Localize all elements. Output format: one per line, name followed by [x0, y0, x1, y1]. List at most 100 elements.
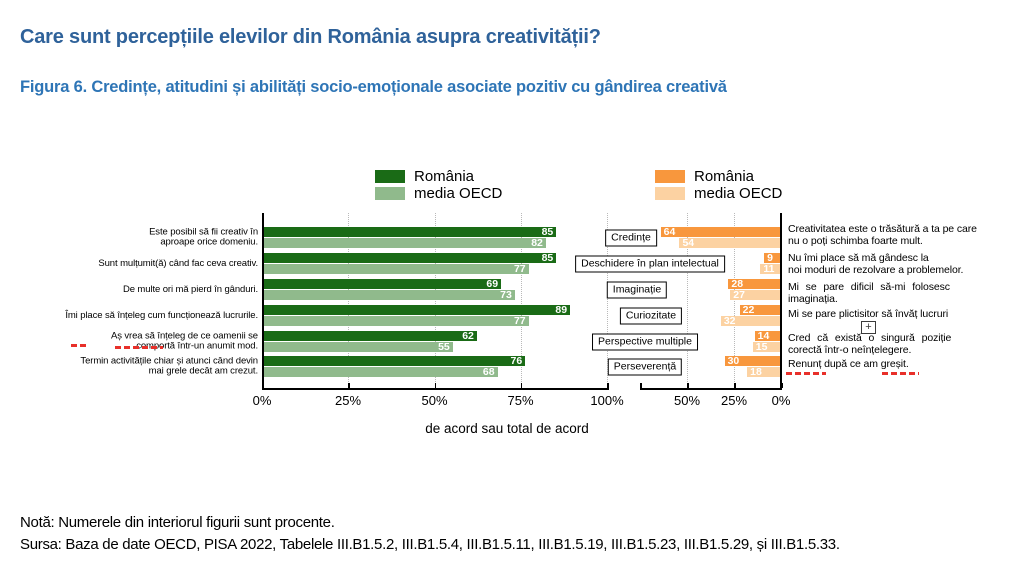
- bar-romania-left: 69: [263, 277, 502, 290]
- spellcheck-underline-mark: [115, 345, 163, 349]
- tick-label: 50%: [421, 393, 448, 408]
- bar-value: 32: [723, 314, 736, 327]
- statement-label-line: comportă într-un anumit mod.: [136, 340, 258, 352]
- expand-plus-icon[interactable]: +: [861, 321, 876, 334]
- tick-mark: [640, 383, 642, 388]
- bar-oecd-right: 15: [752, 340, 781, 353]
- x-axis-label: de acord sau total de acord: [425, 421, 589, 436]
- statement-label-line: Este posibil să fii creativ în: [149, 226, 258, 237]
- bar-value: 73: [500, 288, 512, 301]
- bar-romania-left: 85: [263, 226, 557, 237]
- annotation-line: imaginația.: [788, 292, 838, 305]
- bar-value: 64: [663, 225, 676, 238]
- statement-label-left: Îmi place să înțeleg cum funcționează lu…: [65, 310, 258, 321]
- bar-romania-right: 9: [764, 252, 781, 263]
- bar-romania-right: 30: [724, 355, 781, 366]
- annotation-line: nu o poți schimba foarte mult.: [788, 234, 923, 247]
- legend-swatch-icon: [375, 187, 405, 200]
- tick-mark: [607, 383, 609, 388]
- right-axis-line: [640, 388, 782, 390]
- category-box: Perspective multiple: [592, 333, 698, 350]
- legend-left: România media OECD: [375, 168, 503, 204]
- grid-line: [734, 213, 735, 388]
- tick-mark: [262, 383, 264, 388]
- tick-mark: [348, 383, 350, 388]
- bar-value: 85: [541, 251, 554, 264]
- tick-label: 50%: [673, 393, 701, 408]
- statement-annotation-right: Mi se pare plictisitor să învăț lucruri: [788, 308, 1020, 321]
- bar-oecd-left: 68: [263, 365, 498, 378]
- right-panel-border: [780, 213, 782, 390]
- bar-value: 11: [763, 262, 775, 275]
- statement-label-left: De multe ori mă pierd în gânduri.: [123, 284, 258, 295]
- annotation-line: Nu îmi place să mă gândesc la: [788, 252, 929, 264]
- figure-caption: Figura 6. Credințe, atitudini și abilită…: [20, 78, 727, 96]
- statement-label-left: Aș vrea să înțeleg de ce oamenii se compo…: [110, 330, 258, 352]
- bar-romania-right: 14: [754, 329, 781, 342]
- statement-label-line: Îmi place să înțeleg cum funcționează lu…: [65, 309, 258, 321]
- tick-label: 100%: [590, 393, 624, 408]
- spellcheck-underline-mark: [71, 344, 89, 347]
- figure-source: Sursa: Baza de date OECD, PISA 2022, Tab…: [20, 536, 840, 553]
- bar-oecd-left: 77: [263, 314, 529, 327]
- bar-value: 82: [531, 236, 543, 249]
- statement-label-left: Termin activitățile chiar și atunci când…: [80, 355, 258, 377]
- statement-label-line: Aș vrea să înțeleg de ce oamenii se: [110, 330, 258, 341]
- bar-value: 69: [486, 277, 499, 290]
- bar-value: 14: [757, 329, 770, 342]
- statement-label-line: De multe ori mă pierd în gânduri.: [122, 283, 258, 295]
- bar-value: 62: [462, 329, 474, 342]
- statement-annotation-right: Mi se pare dificil să-mi folosesc imagina…: [788, 281, 1020, 305]
- grid-line: [607, 213, 608, 388]
- tick-mark: [781, 383, 783, 388]
- annotation-line: corectă într-o neînțelegere.: [788, 343, 912, 356]
- tick-label: 25%: [720, 393, 748, 408]
- legend-swatch-icon: [375, 170, 405, 183]
- legend-label: media OECD: [414, 185, 503, 202]
- statement-label-line: Termin activitățile chiar și atunci când…: [80, 355, 258, 366]
- legend-label: România: [694, 168, 755, 185]
- legend-swatch-icon: [655, 187, 685, 200]
- bar-value: 15: [755, 340, 768, 353]
- bar-oecd-left: 77: [263, 263, 529, 274]
- bar-value: 55: [438, 340, 450, 353]
- statement-annotation-right: Renunț după ce am greșit.: [788, 358, 1020, 371]
- bar-value: 54: [682, 236, 695, 249]
- tick-mark: [687, 383, 689, 388]
- bar-romania-right: 28: [728, 277, 781, 290]
- grid-line: [348, 213, 349, 388]
- bar-value: 68: [482, 365, 495, 378]
- annotation-line: Creativitatea este o trăsătură a ta pe c…: [788, 223, 977, 235]
- tick-mark: [434, 383, 436, 388]
- bar-value: 18: [750, 365, 762, 378]
- bar-romania-left: 62: [263, 329, 477, 342]
- statement-label-line: aproape orice domeniu.: [160, 236, 258, 248]
- bar-value: 89: [555, 303, 568, 316]
- bar-value: 28: [731, 277, 744, 290]
- bar-oecd-right: 32: [720, 314, 781, 327]
- bar-value: 77: [513, 314, 526, 327]
- bar-oecd-right: 54: [679, 236, 781, 249]
- legend-row: România: [375, 168, 502, 185]
- category-box: Curiozitate: [619, 307, 683, 324]
- bar-value: 27: [733, 288, 745, 301]
- tick-label: 0%: [771, 393, 791, 408]
- bar-value: 76: [510, 354, 523, 367]
- bar-oecd-right: 18: [747, 365, 781, 378]
- bar-romania-right: 22: [739, 303, 781, 316]
- page-title: Care sunt percepțiile elevilor din Român…: [20, 26, 601, 48]
- tick-mark: [520, 383, 522, 388]
- annotation-line: Cred că există o singură poziție: [788, 332, 952, 344]
- legend-label: România: [414, 168, 475, 185]
- bar-oecd-left: 73: [263, 288, 515, 301]
- figure-note: Notă: Numerele din interiorul figurii su…: [20, 514, 335, 531]
- bar-oecd-right: 11: [760, 262, 781, 275]
- tick-label: 25%: [334, 393, 362, 408]
- bar-value: 22: [742, 303, 755, 316]
- legend-row: media OECD: [655, 186, 782, 201]
- annotation-line: Renunț după ce am greșit.: [788, 358, 909, 370]
- legend-row: România: [655, 168, 782, 185]
- statement-label-left: Este posibil să fii creativ în aproape or…: [149, 226, 258, 248]
- tick-mark: [734, 383, 736, 388]
- category-box: Deschidere în plan intelectual: [575, 255, 725, 272]
